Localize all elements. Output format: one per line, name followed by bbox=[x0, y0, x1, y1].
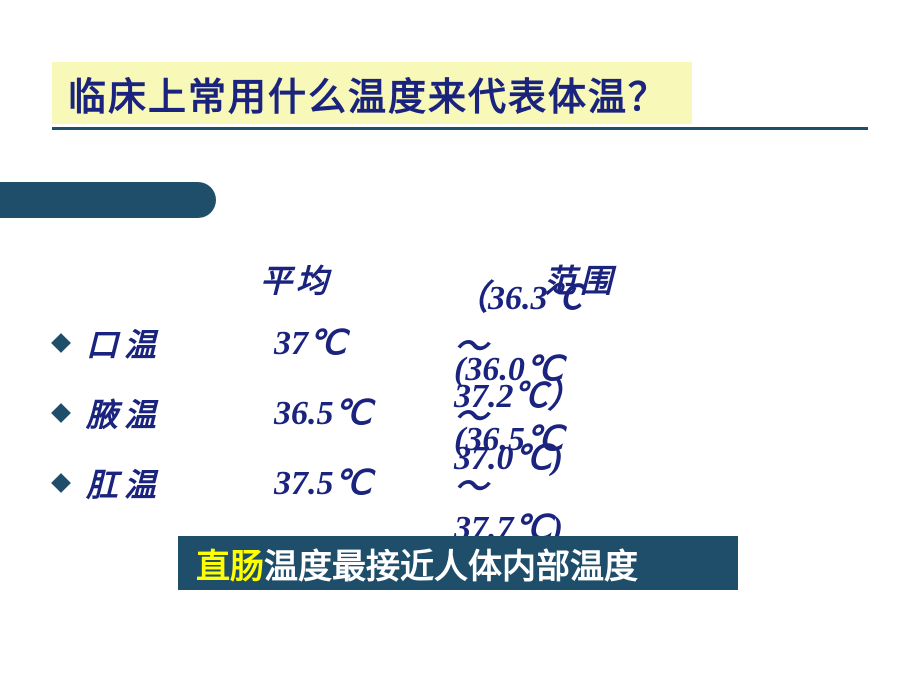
range-rectal: (36.5℃～37.7℃) bbox=[454, 419, 563, 548]
label-axillary: 腋温 bbox=[86, 390, 216, 436]
avg-oral: 37℃ bbox=[274, 323, 346, 363]
avg-axillary: 36.5℃ bbox=[274, 393, 372, 433]
row-oral: 口温 37℃ （36.3℃～37.2℃） bbox=[54, 312, 216, 374]
conclusion-box: 直肠温度最接近人体内部温度 bbox=[178, 536, 738, 590]
title-background: 临床上常用什么温度来代表体温？ bbox=[52, 62, 692, 124]
label-oral: 口温 bbox=[86, 320, 216, 366]
decorative-pill bbox=[0, 182, 216, 218]
row-axillary: 腋温 36.5℃ (36.0℃～37.0℃) bbox=[54, 382, 216, 444]
bullet-icon bbox=[51, 333, 71, 353]
bullet-icon bbox=[51, 403, 71, 423]
header-average: 平均 bbox=[260, 256, 332, 302]
conclusion-highlight: 直肠 bbox=[196, 539, 264, 588]
title-bar: 临床上常用什么温度来代表体温？ bbox=[52, 62, 868, 130]
conclusion-text: 温度最接近人体内部温度 bbox=[264, 539, 638, 588]
label-rectal: 肛温 bbox=[86, 460, 216, 506]
row-rectal: 肛温 37.5℃ (36.5℃～37.7℃) bbox=[54, 452, 216, 514]
bullet-icon bbox=[51, 473, 71, 493]
avg-rectal: 37.5℃ bbox=[274, 463, 372, 503]
page-title: 临床上常用什么温度来代表体温？ bbox=[68, 66, 668, 121]
